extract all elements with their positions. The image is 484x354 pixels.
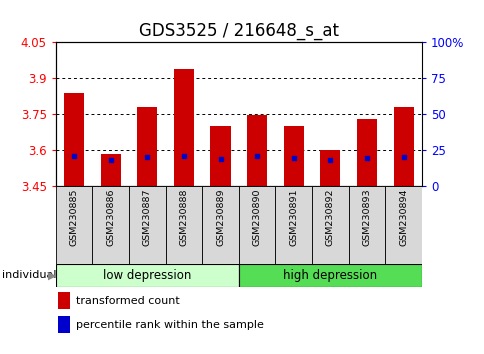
Bar [275, 186, 312, 264]
Text: GSM230893: GSM230893 [362, 188, 371, 246]
Bar [166, 186, 202, 264]
Bar [239, 264, 421, 287]
Text: GSM230892: GSM230892 [325, 188, 334, 246]
Bar [283, 126, 303, 186]
Bar [210, 126, 230, 186]
Bar [173, 69, 194, 186]
Text: GSM230894: GSM230894 [398, 188, 408, 246]
Text: GSM230889: GSM230889 [215, 188, 225, 246]
Bar [246, 115, 267, 186]
Bar [348, 186, 385, 264]
Bar [129, 186, 166, 264]
Bar [92, 186, 129, 264]
Text: GSM230886: GSM230886 [106, 188, 115, 246]
Bar [100, 154, 121, 186]
Bar [137, 107, 157, 186]
Bar [58, 316, 70, 333]
Text: high depression: high depression [283, 269, 377, 282]
Bar [58, 292, 70, 309]
Bar [384, 186, 421, 264]
Text: GSM230887: GSM230887 [142, 188, 151, 246]
Text: GSM230885: GSM230885 [69, 188, 78, 246]
Bar [56, 264, 239, 287]
Bar [312, 186, 348, 264]
Bar [202, 186, 239, 264]
Text: percentile rank within the sample: percentile rank within the sample [76, 320, 263, 330]
Text: low depression: low depression [103, 269, 191, 282]
Text: GSM230888: GSM230888 [179, 188, 188, 246]
Text: GSM230890: GSM230890 [252, 188, 261, 246]
Bar [319, 150, 340, 186]
Text: GSM230891: GSM230891 [288, 188, 298, 246]
Bar [56, 186, 92, 264]
Bar [393, 107, 413, 186]
Title: GDS3525 / 216648_s_at: GDS3525 / 216648_s_at [138, 22, 338, 40]
Bar [356, 119, 377, 186]
Bar [239, 186, 275, 264]
Text: individual: individual [2, 270, 57, 280]
Text: transformed count: transformed count [76, 296, 179, 306]
Bar [64, 93, 84, 186]
Text: ▶: ▶ [47, 270, 56, 280]
